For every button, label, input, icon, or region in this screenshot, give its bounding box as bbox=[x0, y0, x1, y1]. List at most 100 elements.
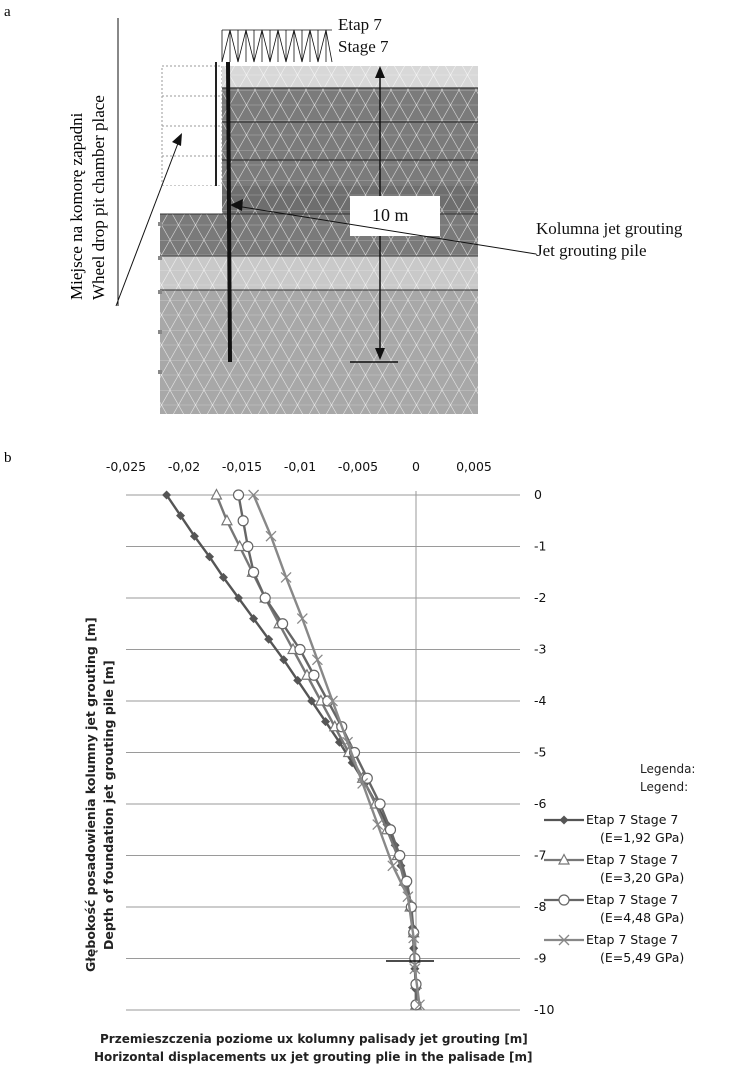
data-point bbox=[242, 540, 254, 553]
data-point bbox=[327, 695, 338, 707]
y-tick-label: -5 bbox=[534, 745, 546, 760]
left-label-en: Wheel drop pit chamber place bbox=[89, 95, 108, 300]
data-point bbox=[342, 736, 354, 748]
data-point bbox=[402, 891, 414, 903]
panel-b-letter: b bbox=[4, 450, 12, 466]
data-point bbox=[311, 654, 323, 666]
y-tick-label: -2 bbox=[534, 590, 546, 605]
data-point bbox=[237, 515, 249, 527]
dimension-label: 10 m bbox=[372, 205, 409, 225]
x-tick-label: -0,01 bbox=[284, 459, 316, 474]
x-tick-label: 0,005 bbox=[456, 459, 492, 474]
data-point bbox=[414, 999, 425, 1011]
legend-title-pl: Legenda: bbox=[640, 762, 696, 776]
y-axis-title-en: Depth of foundation jet grouting pile [m… bbox=[101, 660, 116, 950]
y-tick-label: -6 bbox=[534, 796, 547, 811]
data-point bbox=[294, 643, 306, 656]
legend-marker bbox=[558, 934, 570, 946]
legend-marker bbox=[558, 853, 570, 865]
pile-label-pl: Kolumna jet grouting bbox=[536, 219, 683, 238]
data-point bbox=[401, 875, 413, 887]
panel-a-letter: a bbox=[4, 4, 11, 20]
data-point bbox=[408, 932, 420, 944]
data-point bbox=[321, 717, 331, 727]
data-point bbox=[189, 531, 199, 541]
dimension-label-box bbox=[350, 196, 440, 236]
data-point bbox=[218, 572, 228, 582]
surface-load bbox=[221, 29, 333, 63]
series-4 bbox=[248, 489, 425, 1011]
legend-label: Etap 7 Stage 7 bbox=[586, 852, 678, 867]
legend-item-1: Etap 7 Stage 7 (E=1,92 GPa) bbox=[544, 812, 684, 845]
data-point bbox=[232, 489, 245, 501]
data-point bbox=[394, 849, 406, 862]
data-point bbox=[265, 530, 277, 542]
data-point bbox=[205, 552, 215, 562]
data-point bbox=[249, 614, 259, 624]
legend-note: (E=4,48 GPa) bbox=[600, 910, 684, 925]
y-axis-title: Głębokość posadowienia kolumny jet grout… bbox=[82, 617, 118, 972]
legend-note: (E=1,92 GPa) bbox=[600, 830, 684, 845]
legend-label: Etap 7 Stage 7 bbox=[586, 932, 678, 947]
data-point bbox=[248, 566, 260, 578]
legend-item-2: Etap 7 Stage 7 (E=3,20 GPa) bbox=[544, 852, 684, 885]
series-1 bbox=[162, 490, 421, 1010]
legend-marker bbox=[559, 815, 569, 825]
fem-mesh-figure bbox=[115, 18, 537, 414]
series-3 bbox=[232, 489, 422, 1011]
series-line bbox=[252, 494, 421, 1006]
series-line bbox=[165, 494, 418, 1005]
x-axis-title-pl: Przemieszczenia poziome ux kolumny palis… bbox=[100, 1032, 528, 1046]
jet-grouting-pile bbox=[226, 61, 232, 363]
legend-note: (E=3,20 GPa) bbox=[600, 870, 684, 885]
legend-label: Etap 7 Stage 7 bbox=[586, 812, 678, 827]
pile-label-leader bbox=[235, 205, 537, 255]
pile-label-en: Jet grouting pile bbox=[536, 241, 647, 260]
x-tick-label: 0 bbox=[412, 459, 420, 474]
x-axis-title: Przemieszczenia poziome ux kolumny palis… bbox=[94, 1030, 533, 1066]
data-point bbox=[248, 489, 260, 501]
x-tick-label: -0,005 bbox=[338, 459, 378, 474]
data-point bbox=[233, 539, 246, 552]
data-point bbox=[357, 777, 369, 789]
series-line bbox=[215, 494, 418, 1005]
legend-item-4: Etap 7 Stage 7 (E=5,49 GPa) bbox=[544, 932, 684, 965]
left-label-pl: Miejsce na komorę zapadni bbox=[67, 112, 86, 300]
legend-entries: Etap 7 Stage 7(E=1,92 GPa)Etap 7 Stage 7… bbox=[544, 812, 684, 965]
data-point bbox=[307, 696, 317, 706]
x-tick-label: -0,02 bbox=[168, 459, 200, 474]
stage-label-pl: Etap 7 bbox=[338, 15, 382, 34]
y-axis-title-pl: Głębokość posadowienia kolumny jet grout… bbox=[83, 617, 98, 972]
data-point bbox=[220, 513, 233, 526]
y-tick-label: -8 bbox=[534, 899, 547, 914]
left-label-leader bbox=[115, 137, 181, 307]
data-point bbox=[372, 819, 384, 831]
x-axis-title-en: Horizontal displacements ux jet grouting… bbox=[94, 1050, 533, 1064]
data-point bbox=[280, 571, 292, 583]
y-tick-label: -7 bbox=[534, 848, 546, 863]
data-point bbox=[387, 860, 399, 872]
y-tick-label: -10 bbox=[534, 1002, 554, 1017]
legend-title-en: Legend: bbox=[640, 780, 689, 794]
y-tick-label: -4 bbox=[534, 693, 547, 708]
stage-label-en: Stage 7 bbox=[338, 37, 389, 56]
series-line bbox=[237, 494, 418, 1005]
y-tick-label: -1 bbox=[534, 539, 546, 554]
data-point bbox=[374, 798, 386, 810]
y-tick-label: 0 bbox=[534, 487, 542, 502]
legend-marker bbox=[558, 894, 570, 906]
data-point bbox=[277, 618, 289, 630]
data-point bbox=[409, 963, 421, 975]
data-point bbox=[210, 488, 223, 500]
data-point bbox=[264, 634, 274, 644]
data-point bbox=[279, 655, 289, 665]
data-point bbox=[296, 613, 308, 625]
legend-label: Etap 7 Stage 7 bbox=[586, 892, 678, 907]
series-2 bbox=[210, 488, 422, 1010]
data-point bbox=[384, 824, 397, 836]
data-point bbox=[293, 675, 303, 685]
y-tick-label: -3 bbox=[534, 642, 546, 657]
data-point bbox=[308, 669, 320, 681]
legend-item-3: Etap 7 Stage 7 (E=4,48 GPa) bbox=[544, 892, 684, 925]
x-tick-label: -0,015 bbox=[222, 459, 262, 474]
